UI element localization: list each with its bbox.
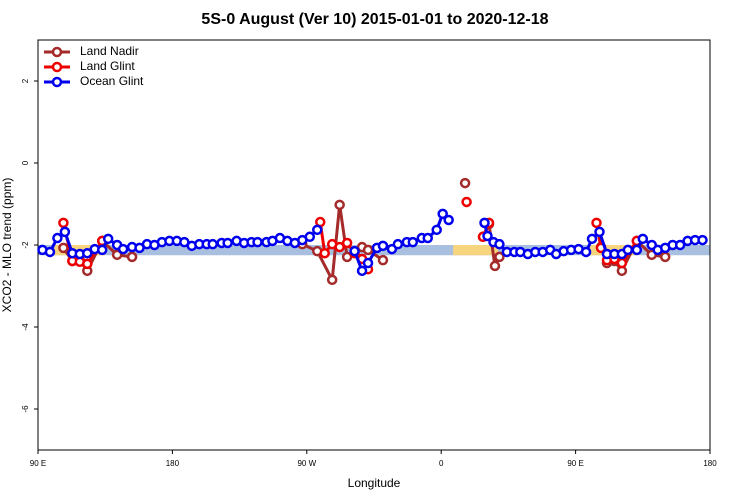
data-point [586, 233, 598, 245]
y-tick-label: 2 [21, 78, 30, 83]
data-point [222, 237, 233, 249]
data-point [494, 238, 505, 250]
data-point [494, 251, 505, 263]
data-point [312, 224, 323, 236]
data-point [349, 245, 360, 257]
data-point [117, 243, 129, 255]
data-point [622, 244, 634, 256]
x-tick-label: 90 W [297, 459, 316, 468]
data-point [334, 241, 345, 253]
data-point [59, 226, 71, 238]
data-point [437, 208, 448, 220]
data-point [58, 242, 69, 254]
data-point [479, 217, 490, 229]
data-point [362, 244, 374, 256]
data-point [111, 249, 123, 261]
data-point [82, 247, 93, 259]
legend-label: Ocean Glint [80, 74, 144, 88]
x-tick-label: 0 [439, 459, 444, 468]
x-tick-label: 90 E [30, 459, 46, 468]
legend-marker [51, 76, 63, 88]
x-axis-label: Longitude [348, 476, 401, 490]
data-point [58, 217, 69, 229]
y-tick-label: -2 [21, 241, 30, 249]
data-point [631, 244, 643, 256]
data-point [377, 254, 389, 266]
y-tick-label: 0 [21, 160, 30, 165]
data-point [392, 238, 404, 250]
data-point [674, 239, 686, 251]
data-point [96, 244, 108, 256]
data-point [461, 196, 472, 208]
data-point [594, 226, 605, 238]
data-point [362, 257, 374, 269]
data-point [341, 237, 353, 249]
data-point [489, 260, 501, 272]
data-point [422, 232, 434, 244]
legend-marker [51, 46, 63, 58]
data-point [659, 251, 671, 263]
legend-label: Land Glint [80, 59, 135, 73]
y-tick-label: -4 [21, 323, 30, 331]
data-point [207, 238, 218, 250]
data-point [407, 236, 419, 248]
data-point [637, 233, 649, 245]
legend-marker [51, 61, 63, 73]
data-point [580, 246, 592, 258]
x-tick-label: 180 [703, 459, 717, 468]
data-point [82, 258, 93, 270]
data-point [697, 234, 708, 246]
y-tick-label: -6 [21, 405, 30, 413]
data-point [252, 236, 263, 248]
data-point [126, 251, 138, 263]
data-point [459, 177, 471, 189]
data-point [443, 214, 454, 226]
data-point [326, 274, 338, 286]
band [453, 245, 498, 256]
chart-title: 5S-0 August (Ver 10) 2015-01-01 to 2020-… [201, 11, 548, 28]
data-point [616, 257, 628, 269]
data-point [377, 240, 389, 252]
data-point [102, 233, 114, 245]
y-axis-label: XCO2 - MLO trend (ppm) [0, 178, 14, 313]
data-point [334, 199, 345, 211]
data-point [591, 217, 602, 229]
data-point [356, 265, 368, 277]
data-point [319, 247, 330, 259]
x-tick-label: 90 E [567, 459, 583, 468]
legend-label: Land Nadir [80, 44, 139, 58]
data-point [431, 224, 442, 236]
data-point [52, 232, 63, 244]
data-point [482, 230, 493, 242]
x-tick-label: 180 [166, 459, 180, 468]
data-point [44, 246, 56, 258]
data-point [304, 231, 316, 243]
